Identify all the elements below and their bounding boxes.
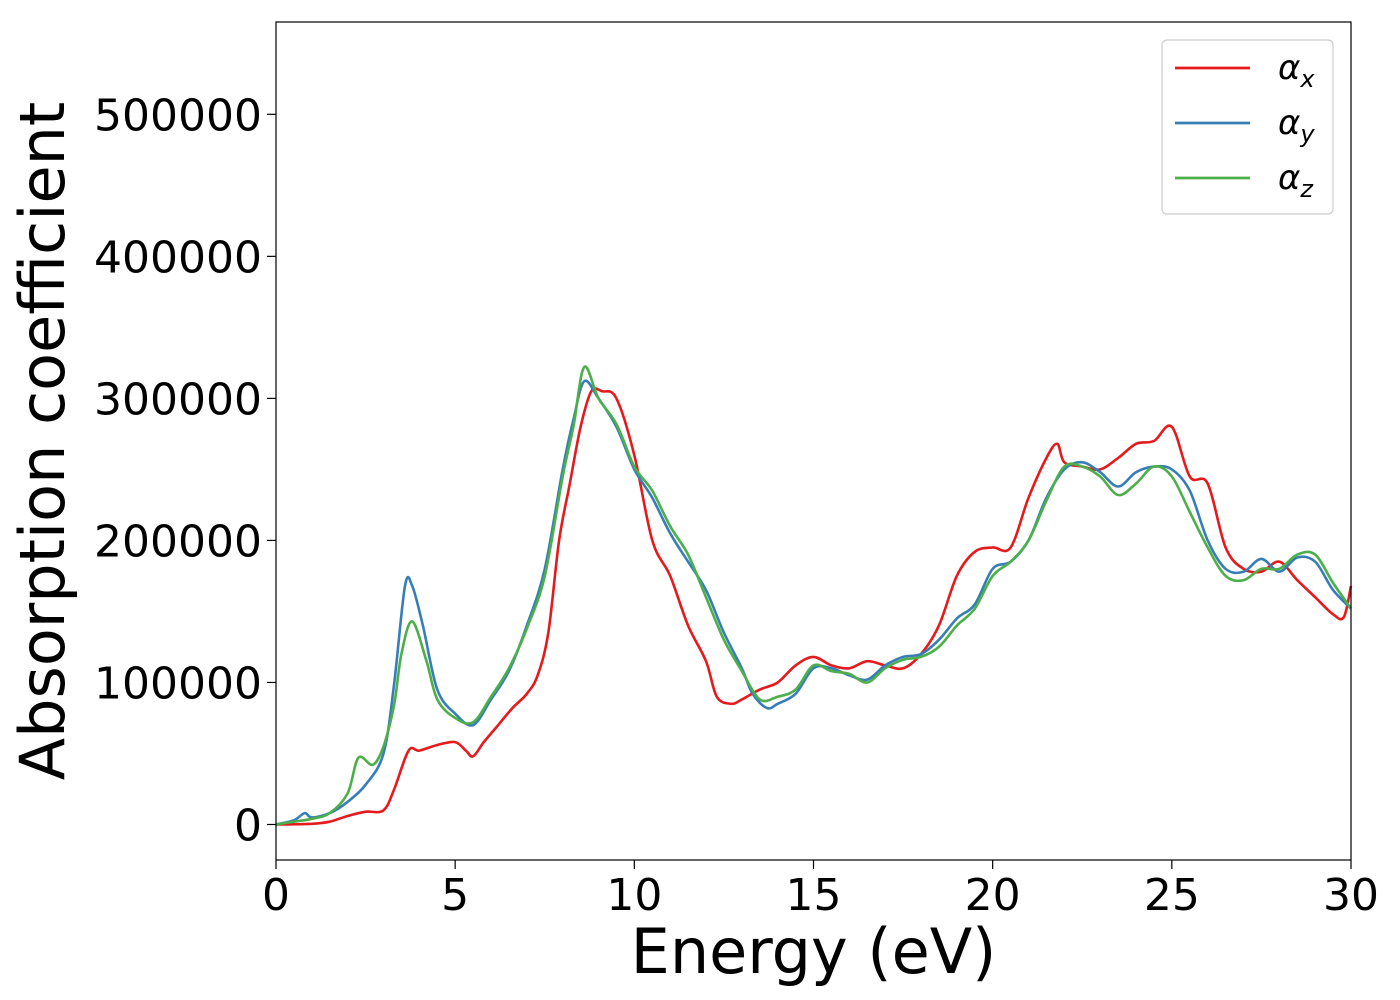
y-tick-label: 500000: [94, 90, 262, 141]
x-tick-label: 25: [1144, 870, 1200, 921]
series-line-alpha-x: [275, 387, 1353, 826]
x-axis-label: Energy (eV): [631, 915, 997, 988]
x-tick-label: 0: [262, 870, 290, 921]
y-axis-label: Absorption coefficient: [6, 102, 79, 781]
x-tick-label: 20: [965, 870, 1021, 921]
x-tick-label: 15: [786, 870, 842, 921]
y-tick-label: 200000: [94, 516, 262, 567]
x-tick-label: 10: [606, 870, 662, 921]
series-line-alpha-y: [275, 379, 1352, 826]
x-tick-label: 30: [1323, 870, 1379, 921]
y-tick-label: 400000: [94, 232, 262, 283]
legend: αx αy αz: [1161, 39, 1334, 215]
legend-label-alpha-y: αy: [1278, 103, 1315, 148]
x-tick-label: 5: [441, 870, 469, 921]
y-axis: 0 100000 200000 300000 400000 500000: [94, 90, 276, 851]
y-tick-label: 300000: [94, 374, 262, 425]
x-axis: 0 5 10 15 20 25 30: [262, 860, 1379, 921]
y-tick-label: 100000: [94, 658, 262, 709]
legend-label-alpha-x: αx: [1278, 48, 1315, 93]
legend-box: [1161, 39, 1334, 215]
y-tick-label: 0: [234, 800, 262, 851]
series-line-alpha-z: [275, 365, 1353, 826]
legend-label-alpha-z: αz: [1278, 158, 1314, 203]
series-layer: [275, 365, 1353, 826]
